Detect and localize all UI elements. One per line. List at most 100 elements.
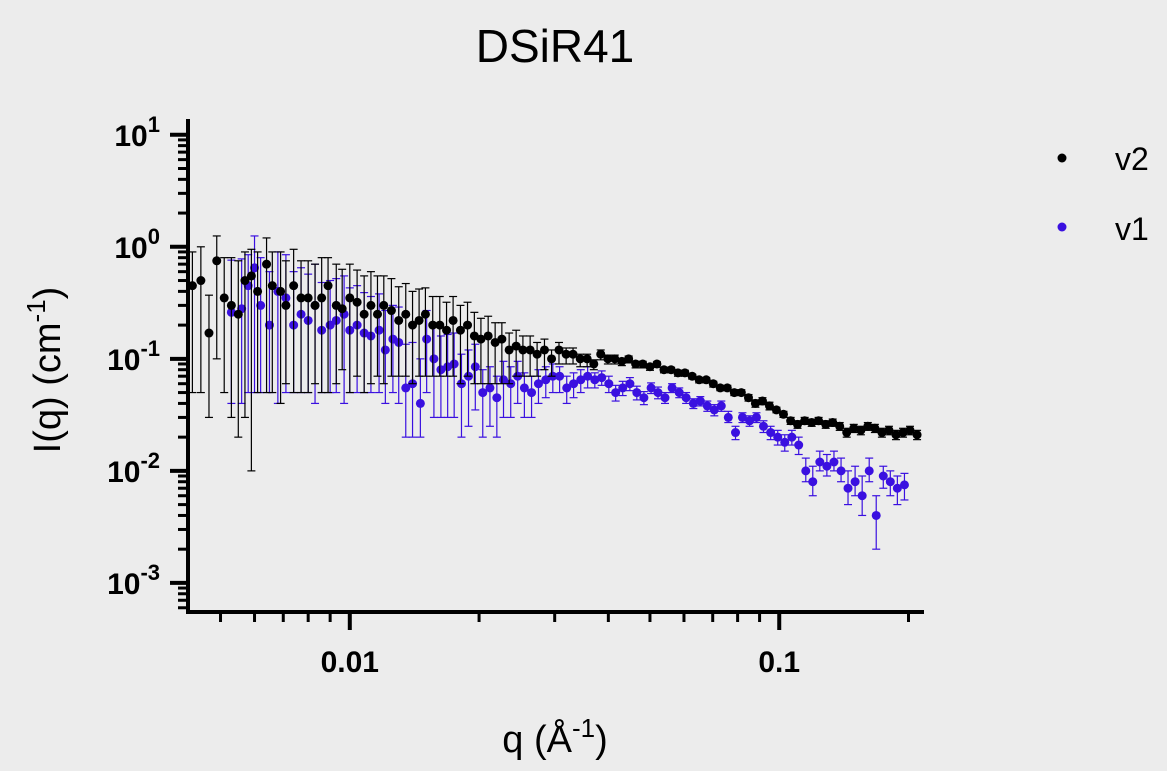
data-point-v1 [674,388,684,398]
data-point-v1 [449,359,459,369]
data-point-v1 [766,428,776,438]
data-point-v2 [863,421,873,431]
data-point-v1 [492,393,502,403]
data-point-v1 [646,383,656,393]
data-point-v2 [701,375,711,385]
data-point-v2 [337,304,347,314]
data-point-v1 [436,365,446,375]
y-axis-label: I(q) (cm-1) [21,287,69,454]
data-point-v2 [554,345,564,355]
data-point-v1 [787,432,797,442]
data-point-v1 [485,383,495,393]
data-point-v1 [374,325,384,335]
data-point-v1 [857,491,867,501]
legend-marker-v2 [1057,153,1067,163]
data-point-v2 [786,416,796,426]
data-point-v2 [610,354,620,364]
data-point-v1 [801,466,811,476]
data-point-v2 [253,286,263,296]
data-point-v2 [317,293,327,303]
data-point-v2 [276,286,286,296]
data-point-v1 [618,383,628,393]
data-point-v1 [709,405,719,415]
data-point-v2 [420,309,430,319]
data-point-v2 [267,281,277,291]
data-point-v2 [476,334,486,344]
data-point-v2 [582,354,592,364]
data-point-v2 [525,345,535,355]
series-v1 [226,235,909,550]
data-point-v1 [499,375,509,385]
data-point-v2 [539,345,549,355]
data-point-v2 [345,293,355,303]
data-point-v2 [394,315,404,325]
data-point-v1 [632,388,642,398]
data-point-v2 [490,337,500,347]
data-point-v2 [589,359,599,369]
data-point-v2 [778,409,788,419]
data-point-v2 [483,331,493,341]
data-point-v2 [912,430,922,440]
series-v2 [187,235,922,472]
data-point-v2 [497,334,507,344]
data-point-v1 [829,457,839,467]
data-point-v2 [262,259,272,269]
data-point-v2 [800,416,810,426]
data-point-v2 [196,276,206,286]
data-point-v1 [695,396,705,406]
data-point-v1 [562,383,572,393]
x-tick-label: 0.01 [321,646,379,679]
data-point-v1 [541,375,551,385]
data-point-v1 [256,300,266,310]
data-point-v1 [470,362,480,372]
data-point-v1 [569,379,579,389]
data-point-v1 [639,393,649,403]
data-point-v1 [731,428,741,438]
data-point-v2 [233,309,243,319]
data-point-v2 [884,425,894,435]
data-point-v2 [722,383,732,393]
legend-label-v1: v1 [1115,211,1149,247]
data-point-v2 [226,300,236,310]
data-point-v2 [448,315,458,325]
legend: v2 v1 [1057,141,1149,247]
data-point-v2 [561,349,571,359]
data-point-v2 [296,293,306,303]
data-point-v2 [814,416,824,426]
data-point-v1 [583,371,593,381]
data-point-v2 [673,368,683,378]
data-point-v1 [625,379,635,389]
data-point-v2 [891,430,901,440]
chart-title: DSiR41 [476,20,635,72]
data-point-v2 [617,356,627,366]
data-point-v1 [808,477,818,487]
data-point-v2 [624,354,634,364]
data-point-v1 [899,480,909,490]
data-point-v1 [604,379,614,389]
data-point-v2 [905,425,915,435]
data-point-v2 [442,325,452,335]
data-point-v2 [694,375,704,385]
data-point-v1 [822,461,832,471]
data-point-v2 [310,300,320,310]
data-point-v2 [463,320,473,330]
data-point-v2 [532,349,542,359]
data-point-v1 [478,388,488,398]
axes: 101 100 10-1 10-2 10-3 0.01 0.1 [107,112,924,679]
data-point-v2 [743,393,753,403]
data-point-v2 [352,297,362,307]
data-point-v1 [815,457,825,467]
data-point-v2 [575,354,585,364]
data-point-v2 [568,349,578,359]
data-point-v2 [414,315,424,325]
data-point-v1 [422,334,432,344]
data-point-v1 [745,416,755,426]
data-point-v2 [687,371,697,381]
data-point-v2 [856,425,866,435]
data-point-v1 [737,412,747,422]
data-point-v1 [401,383,411,393]
data-point-v2 [386,306,396,316]
data-point-v2 [771,405,781,415]
data-point-v1 [250,263,260,273]
data-point-v1 [794,440,804,450]
